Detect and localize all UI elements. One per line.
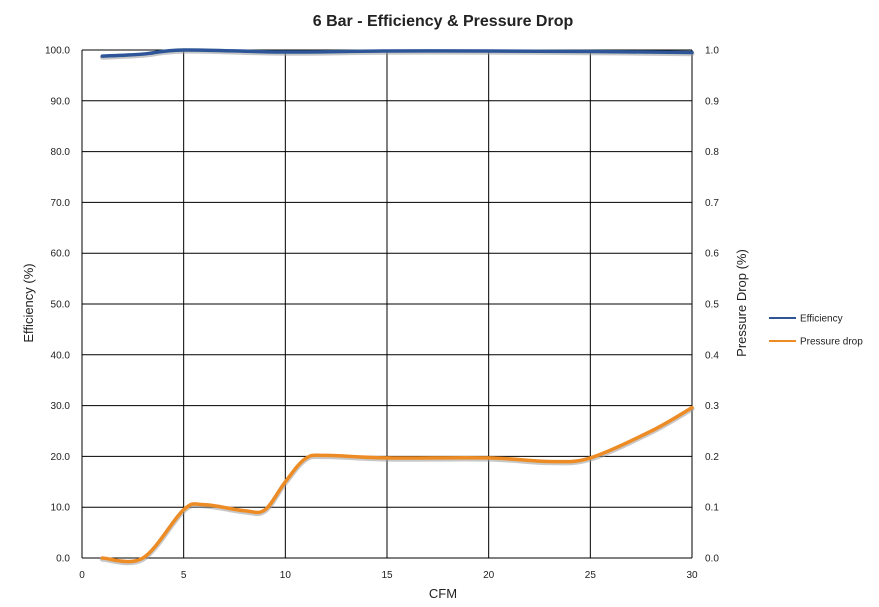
y-tick-label: 30.0 [51, 401, 71, 412]
y-tick-label: 40.0 [51, 350, 71, 361]
y2-tick-label: 1.0 [705, 46, 719, 57]
y2-axis-title: Pressure Drop (%) [734, 249, 749, 357]
y2-tick-label: 0.7 [705, 198, 719, 209]
series-layer [99, 48, 695, 566]
x-tick-label: 15 [381, 570, 393, 581]
x-tick-label: 10 [280, 570, 292, 581]
y2-tick-label: 0.4 [705, 350, 719, 361]
x-tick-label: 5 [181, 570, 187, 581]
y-axis-title: Efficiency (%) [21, 263, 36, 342]
y2-tick-label: 0.2 [705, 452, 719, 463]
efficiency-series-line [100, 48, 694, 58]
y2-tick-label: 0.3 [705, 401, 719, 412]
y2-tick-label: 0.5 [705, 300, 719, 311]
y-tick-label: 10.0 [51, 503, 71, 514]
y2-tick-label: 0.1 [705, 503, 719, 514]
y2-tick-label: 0.0 [705, 554, 719, 565]
y-tick-label: 90.0 [51, 96, 71, 107]
x-tick-label: 0 [79, 570, 85, 581]
y-tick-label: 70.0 [51, 198, 71, 209]
pressure-drop-shadow [99, 406, 695, 566]
pressure-drop-series-line [100, 405, 694, 564]
y-tick-label: 20.0 [51, 452, 71, 463]
grid [81, 49, 693, 559]
chart-title: 6 Bar - Efficiency & Pressure Drop [313, 13, 574, 30]
x-axis-title: CFM [429, 586, 457, 601]
tick-labels: 0.010.020.030.040.050.060.070.080.090.01… [45, 46, 719, 582]
y2-tick-label: 0.8 [705, 147, 719, 158]
legend-label: Efficiency [800, 314, 843, 325]
x-tick-label: 25 [585, 570, 597, 581]
y2-tick-label: 0.6 [705, 249, 719, 260]
legend: Efficiency Pressure drop [769, 314, 863, 348]
y2-tick-label: 0.9 [705, 96, 719, 107]
y-tick-label: 60.0 [51, 249, 71, 260]
x-tick-label: 30 [686, 570, 698, 581]
y-tick-label: 100.0 [45, 46, 70, 57]
y-tick-label: 80.0 [51, 147, 71, 158]
x-tick-label: 20 [483, 570, 495, 581]
y-tick-label: 50.0 [51, 300, 71, 311]
legend-label: Pressure drop [800, 337, 863, 348]
y-tick-label: 0.0 [56, 554, 70, 565]
